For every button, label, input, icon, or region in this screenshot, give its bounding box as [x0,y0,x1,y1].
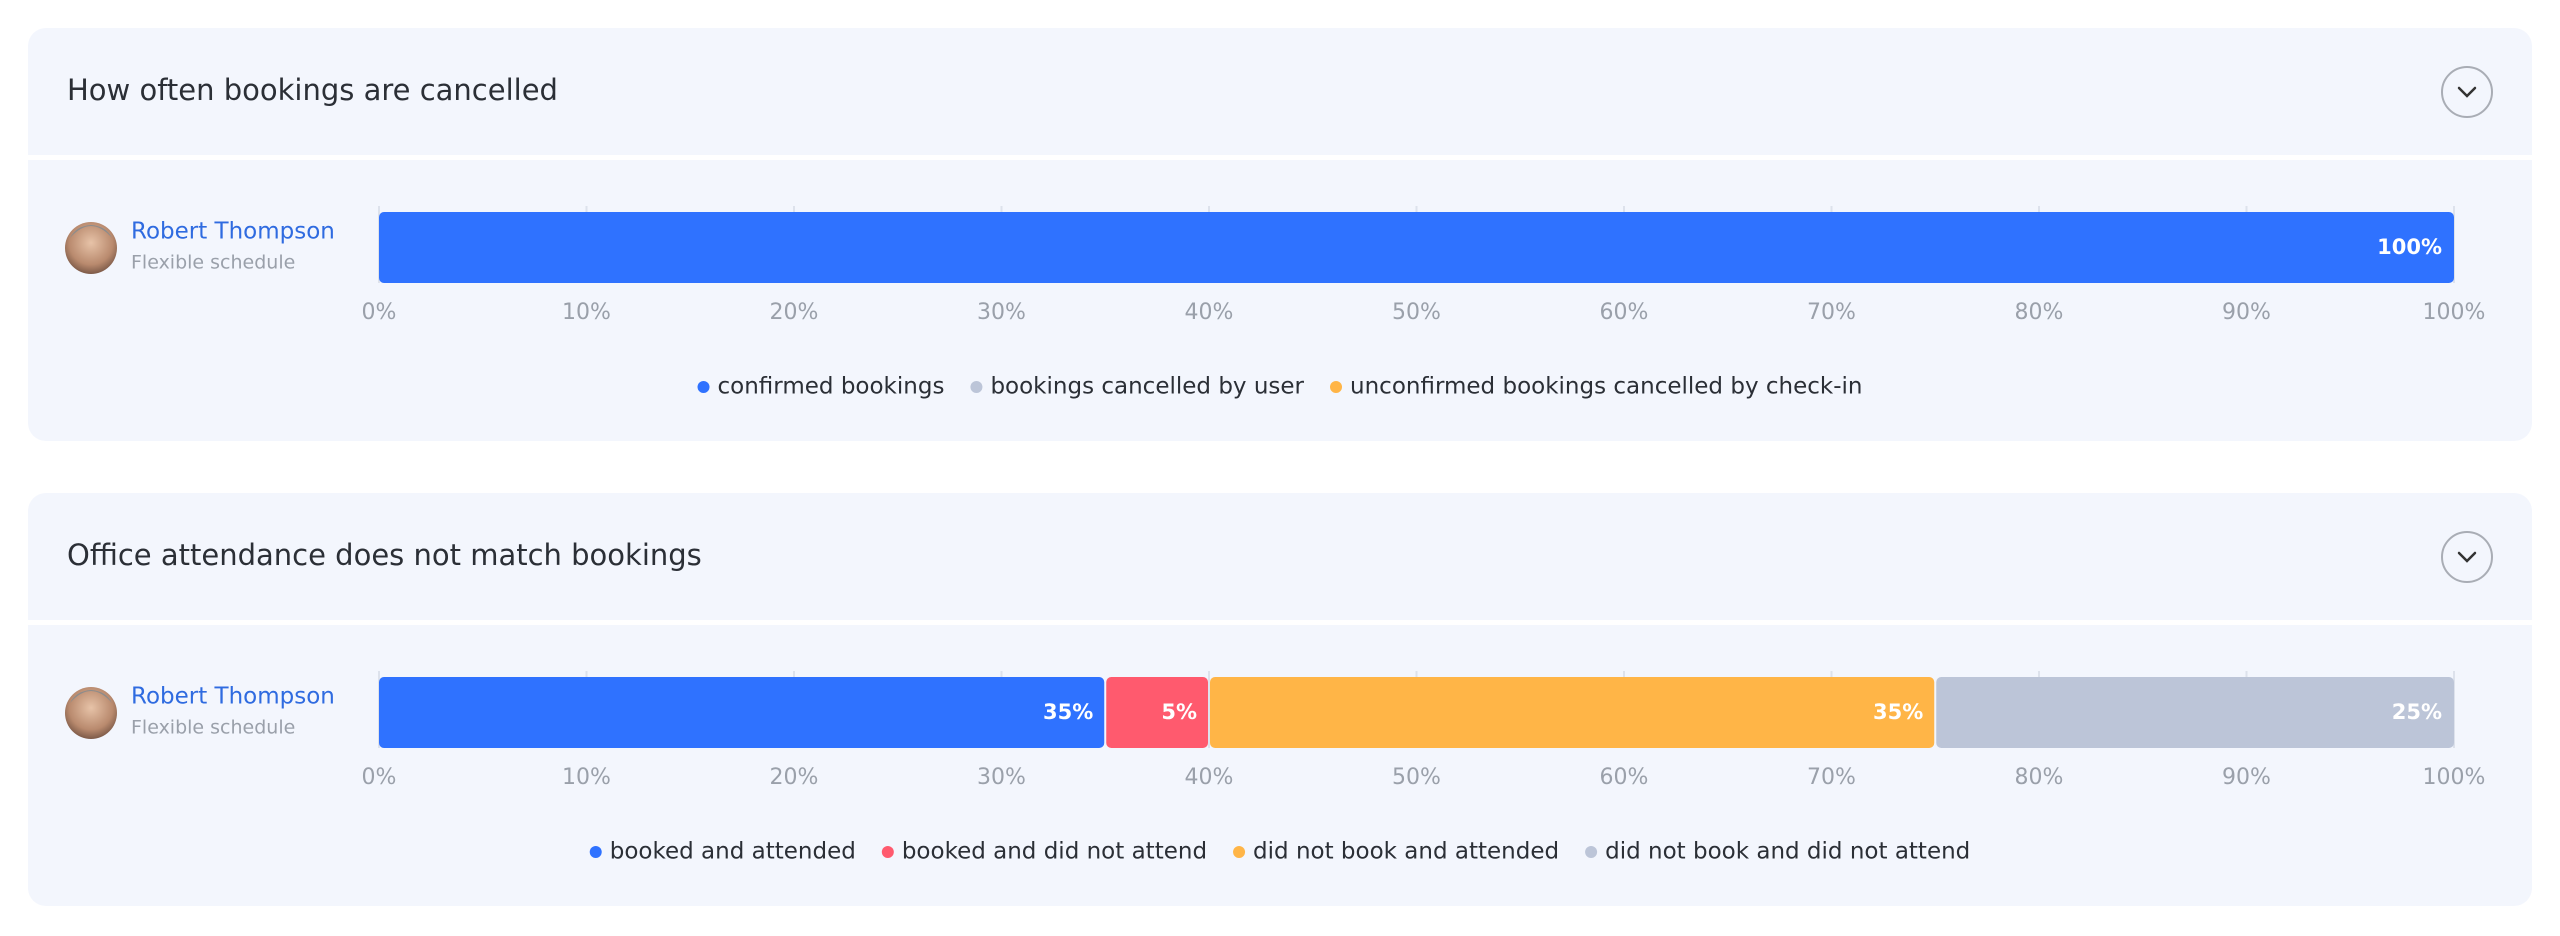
x-tick-label: 80% [2015,765,2064,790]
panel-title: Office attendance does not match booking… [67,538,702,572]
x-tick-label: 70% [1807,765,1856,790]
x-tick-label: 0% [362,765,397,790]
person-name[interactable]: Robert Thompson [131,684,335,710]
avatar-hair [70,225,112,238]
legend-label: confirmed bookings [718,374,945,400]
data-label: 35% [1873,700,1923,724]
divider [28,155,2532,160]
chevron-icon [2457,551,2477,563]
legend-label: unconfirmed bookings cancelled by check-… [1350,374,1862,400]
bar-segment [1936,677,2454,748]
x-tick-label: 10% [562,765,611,790]
panel: Office attendance does not match booking… [28,493,2532,906]
x-tick-label: 100% [2423,765,2486,790]
legend-label: did not book and attended [1253,839,1559,865]
data-label: 35% [1043,700,1093,724]
x-tick-label: 50% [1392,300,1441,325]
legend: booked and attended booked and did not at… [589,839,1970,865]
divider [28,620,2532,625]
x-tick-label: 60% [1600,765,1649,790]
x-tick-label: 20% [770,765,819,790]
bar-segment [1106,677,1208,748]
x-tick-label: 20% [770,300,819,325]
avatar [65,687,117,739]
avatar-hair [70,690,112,703]
collapse-button[interactable] [2441,66,2493,118]
bar-segment [379,677,1105,748]
legend-marker [881,846,894,858]
data-label: 100% [2377,235,2442,259]
legend-marker [1233,846,1246,858]
collapse-button[interactable] [2441,531,2493,583]
person-name[interactable]: Robert Thompson [131,219,335,245]
x-tick-label: 30% [977,765,1026,790]
x-tick-label: 90% [2222,300,2271,325]
legend-marker [589,846,602,858]
button-circle [2441,531,2493,583]
x-tick-label: 0% [362,300,397,325]
bar-segment [379,212,2454,283]
x-tick-label: 70% [1807,300,1856,325]
legend-label: bookings cancelled by user [990,374,1304,400]
bar-segment [1210,677,1935,748]
legend-label: booked and did not attend [902,839,1207,865]
x-tick-label: 40% [1185,300,1234,325]
panel-title: How often bookings are cancelled [67,73,558,107]
x-tick-label: 100% [2423,300,2486,325]
avatar [65,222,117,274]
legend-marker [1330,381,1343,393]
legend-marker [1585,846,1598,858]
chevron-icon [2457,86,2477,98]
legend-marker [697,381,710,393]
x-tick-label: 80% [2015,300,2064,325]
x-tick-label: 10% [562,300,611,325]
person-subtitle: Flexible schedule [131,252,295,274]
button-circle [2441,66,2493,118]
legend-label: booked and attended [610,839,856,865]
legend-label: did not book and did not attend [1605,839,1970,865]
panel: How often bookings are cancelled Robert T… [28,28,2532,441]
x-tick-label: 50% [1392,765,1441,790]
x-tick-label: 40% [1185,765,1234,790]
x-tick-label: 90% [2222,765,2271,790]
data-label: 25% [2392,700,2442,724]
person-subtitle: Flexible schedule [131,717,295,739]
legend-marker [970,381,983,393]
data-label: 5% [1161,700,1197,724]
x-tick-label: 30% [977,300,1026,325]
x-tick-label: 60% [1600,300,1649,325]
legend: confirmed bookings bookings cancelled by … [697,374,1862,400]
